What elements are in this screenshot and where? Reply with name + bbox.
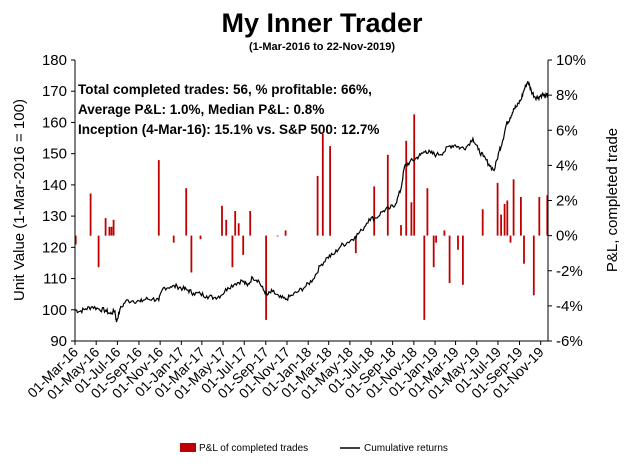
legend-label-cumulative: Cumulative returns: [364, 443, 448, 454]
pnl-bar: [503, 204, 506, 236]
pnl-bar: [509, 235, 512, 243]
pnl-bar: [386, 154, 389, 236]
pnl-bar: [448, 235, 451, 283]
pnl-bar: [97, 235, 100, 268]
pnl-bar: [157, 160, 160, 236]
cumulative-line-group: [74, 81, 549, 323]
right-tick-label: 4%: [556, 157, 578, 174]
pnl-bar: [112, 219, 115, 236]
pnl-bar: [316, 175, 319, 236]
pnl-bar: [426, 188, 429, 236]
left-tick-label: 110: [43, 271, 67, 288]
pnl-bar: [249, 211, 252, 236]
pnl-bar: [74, 235, 77, 245]
right-tick-label: -2%: [556, 263, 583, 280]
pnl-bar: [237, 223, 240, 236]
left-tick-label: 100: [42, 302, 67, 319]
x-axis-ticks: 01-Mar-1601-May-1601-Jul-1601-Sep-1601-N…: [24, 341, 547, 402]
pnl-bar: [284, 230, 287, 236]
left-tick-label: 180: [42, 52, 67, 69]
right-tick-label: 0%: [556, 228, 578, 245]
pnl-bar: [185, 188, 188, 236]
pnl-bar: [89, 193, 92, 236]
pnl-bar: [481, 209, 484, 236]
pnl-bar: [354, 235, 357, 254]
pnl-bar: [523, 235, 525, 264]
pnl-bar: [462, 235, 464, 285]
pnl-bar: [373, 186, 376, 236]
pnl-bar: [413, 114, 416, 236]
right-axis-ticks: -6% -4% -2% 0% 2% 4% 6% 8% 10%: [548, 52, 586, 350]
pnl-bar: [265, 235, 267, 320]
y-axis-label-right: P&L, completed trade: [604, 128, 621, 272]
stats-annotation: Total completed trades: 56, % profitable…: [78, 82, 379, 137]
pnl-bar: [242, 235, 245, 255]
cumulative-returns-line: [74, 81, 549, 323]
pnl-bar: [500, 214, 502, 236]
left-tick-label: 140: [42, 177, 67, 194]
pnl-bar: [221, 205, 223, 236]
pnl-bar: [506, 200, 509, 236]
annotation-line-1: Total completed trades: 56, % profitable…: [78, 82, 372, 97]
annotation-line-3: Inception (4-Mar-16): 15.1% vs. S&P 500:…: [78, 122, 379, 137]
pnl-bar: [532, 235, 535, 296]
chart-subtitle: (1-Mar-2016 to 22-Nov-2019): [249, 41, 395, 53]
pnl-bar: [435, 235, 437, 243]
pnl-bar: [423, 235, 426, 320]
pnl-bar: [225, 219, 228, 236]
pnl-bar: [321, 133, 324, 236]
pnl-bar: [538, 197, 541, 236]
pnl-bar: [405, 140, 408, 236]
pnl-bar: [432, 235, 435, 268]
left-tick-label: 90: [50, 333, 67, 350]
right-tick-label: 2%: [556, 193, 578, 210]
pnl-bar: [457, 235, 459, 250]
pnl-bar: [512, 179, 515, 236]
legend-label-pnl: P&L of completed trades: [199, 443, 308, 454]
pnl-bar: [231, 235, 234, 268]
pnl-bar: [546, 195, 549, 236]
pnl-bar: [110, 226, 113, 236]
pnl-bar: [329, 146, 331, 236]
pnl-bar: [104, 218, 107, 236]
right-tick-label: 6%: [556, 122, 578, 139]
right-tick-label: 8%: [556, 87, 578, 104]
legend-swatch-pnl: [180, 443, 196, 452]
pnl-bar: [172, 235, 175, 243]
pnl-bar: [190, 235, 193, 273]
left-tick-label: 150: [42, 146, 67, 163]
pnl-bars: [74, 114, 549, 320]
pnl-bar: [520, 197, 522, 236]
left-tick-label: 120: [42, 239, 67, 256]
left-axis-ticks: 90 100 110 120 130 140 150 160 170 180: [42, 52, 75, 350]
right-tick-label: 10%: [556, 52, 586, 69]
right-tick-label: -6%: [556, 333, 583, 350]
annotation-line-2: Average P&L: 1.0%, Median P&L: 0.8%: [78, 102, 324, 117]
left-tick-label: 160: [42, 114, 67, 131]
pnl-bar: [108, 226, 111, 236]
left-tick-label: 170: [42, 83, 67, 100]
pnl-bar: [276, 235, 279, 237]
pnl-bar: [234, 211, 237, 236]
chart-title: My Inner Trader: [221, 8, 423, 38]
y-axis-label-left: Unit Value (1-Mar-2016 = 100): [11, 99, 28, 301]
pnl-bar: [400, 225, 402, 236]
pnl-bar: [410, 202, 413, 236]
pnl-bar: [496, 182, 499, 236]
pnl-bar: [443, 230, 446, 236]
left-tick-label: 130: [42, 208, 67, 225]
pnl-bar: [199, 235, 202, 240]
right-tick-label: -4%: [556, 298, 583, 315]
legend: P&L of completed trades Cumulative retur…: [180, 443, 448, 454]
